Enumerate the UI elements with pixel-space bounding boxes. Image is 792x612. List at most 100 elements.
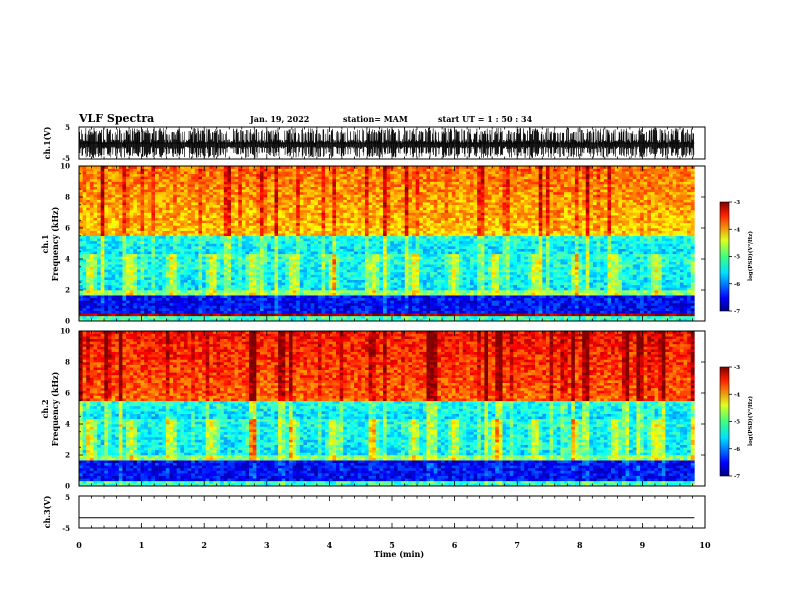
spectrogram-cell	[86, 310, 91, 314]
spectrogram-cell	[270, 313, 275, 317]
spectrogram-cell	[144, 194, 149, 198]
spectrogram-cell	[129, 189, 134, 193]
spectrogram-cell	[328, 184, 333, 187]
spectrogram-cell	[231, 199, 235, 203]
spectrogram-cell	[194, 166, 199, 169]
spectrogram-cell	[357, 261, 362, 265]
spectrogram-cell	[151, 292, 156, 296]
spectrogram-cell	[176, 264, 181, 268]
spectrogram-cell	[307, 222, 311, 226]
spectrogram-cell	[292, 207, 297, 211]
spectrogram-cell	[86, 251, 91, 255]
spectrogram-cell	[296, 191, 301, 195]
spectrogram-cell	[176, 178, 181, 182]
spectrogram-cell	[249, 248, 254, 252]
spectrogram-cell	[339, 279, 344, 283]
spectrogram-cell	[129, 240, 134, 244]
spectrogram-cell	[303, 310, 308, 314]
spectrogram-cell	[104, 279, 109, 283]
spectrogram-cell	[317, 166, 322, 169]
spectrogram-cell	[212, 225, 217, 229]
spectrogram-cell	[100, 199, 105, 203]
spectrogram-cell	[325, 225, 330, 229]
spectrogram-cell	[278, 233, 283, 237]
spectrogram-cell	[136, 173, 141, 177]
spectrogram-cell	[238, 243, 243, 247]
spectrogram-cell	[307, 259, 311, 262]
spectrogram-cell	[231, 181, 235, 185]
spectrogram-cell	[220, 282, 225, 286]
spectrogram-cell	[89, 197, 94, 200]
spectrogram-cell	[220, 248, 225, 252]
spectrogram-cell	[346, 274, 351, 278]
spectrogram-cell	[234, 189, 239, 193]
spectrogram-cell	[227, 300, 232, 304]
spectrogram-cell	[162, 277, 167, 280]
spectrogram-cell	[176, 243, 181, 247]
spectrogram-cell	[187, 261, 192, 265]
spectrogram-cell	[263, 302, 268, 306]
spectrogram-cell	[147, 209, 152, 213]
spectrogram-cell	[118, 176, 123, 180]
spectrogram-cell	[155, 315, 159, 319]
spectrogram-cell	[321, 297, 326, 301]
spectrogram-cell	[122, 253, 127, 257]
spectrogram-cell	[212, 194, 217, 198]
spectrogram-cell	[303, 318, 308, 322]
spectrogram-cell	[339, 215, 344, 218]
spectrogram-cell	[86, 166, 91, 169]
spectrogram-cell	[97, 209, 102, 213]
spectrogram-cell	[129, 308, 134, 311]
spectrogram-cell	[111, 228, 116, 231]
spectrogram-cell	[357, 297, 362, 301]
spectrogram-cell	[115, 220, 120, 224]
spectrogram-cell	[332, 251, 337, 255]
spectrogram-cell	[288, 310, 293, 314]
spectrogram-cell	[270, 277, 275, 280]
spectrogram-cell	[180, 240, 185, 244]
spectrogram-cell	[151, 256, 156, 260]
spectrogram-cell	[299, 240, 304, 244]
spectrogram-cell	[270, 171, 275, 175]
spectrogram-cell	[231, 305, 235, 309]
spectrogram-cell	[234, 261, 239, 265]
spectrogram-cell	[281, 204, 286, 208]
spectrogram-cell	[245, 266, 250, 270]
spectrogram-cell	[361, 209, 366, 213]
spectrogram-cell	[317, 297, 322, 301]
spectrogram-cell	[231, 173, 235, 177]
spectrogram-cell	[350, 189, 355, 193]
spectrogram-cell	[234, 171, 239, 175]
spectrogram-cell	[118, 305, 123, 309]
spectrogram-cell	[231, 271, 235, 275]
spectrogram-cell	[310, 176, 315, 180]
spectrogram-cell	[328, 277, 333, 280]
spectrogram-cell	[223, 168, 228, 172]
spectrogram-cell	[173, 271, 178, 275]
spectrogram-cell	[191, 209, 196, 213]
spectrogram-cell	[136, 238, 141, 242]
spectrogram-cell	[339, 217, 344, 221]
spectrogram-cell	[328, 284, 333, 288]
spectrogram-cell	[93, 197, 98, 200]
spectrogram-cell	[122, 166, 127, 169]
spectrogram-cell	[169, 305, 174, 309]
spectrogram-cell	[187, 228, 192, 231]
spectrogram-cell	[321, 251, 326, 255]
spectrogram-cell	[267, 315, 272, 319]
spectrogram-cell	[263, 310, 268, 314]
spectrogram-cell	[375, 207, 380, 211]
spectrogram-cell	[151, 279, 156, 283]
spectrogram-cell	[100, 315, 105, 319]
spectrogram-cell	[104, 217, 109, 221]
spectrogram-cell	[372, 302, 377, 306]
spectrogram-cell	[234, 230, 239, 234]
spectrogram-cell	[191, 318, 196, 322]
spectrogram-cell	[364, 199, 369, 203]
spectrogram-cell	[187, 266, 192, 270]
spectrogram-cell	[140, 248, 145, 252]
spectrogram-cell	[216, 271, 221, 275]
spectrogram-cell	[270, 300, 275, 304]
spectrogram-cell	[173, 251, 178, 255]
spectrogram-cell	[368, 251, 373, 255]
